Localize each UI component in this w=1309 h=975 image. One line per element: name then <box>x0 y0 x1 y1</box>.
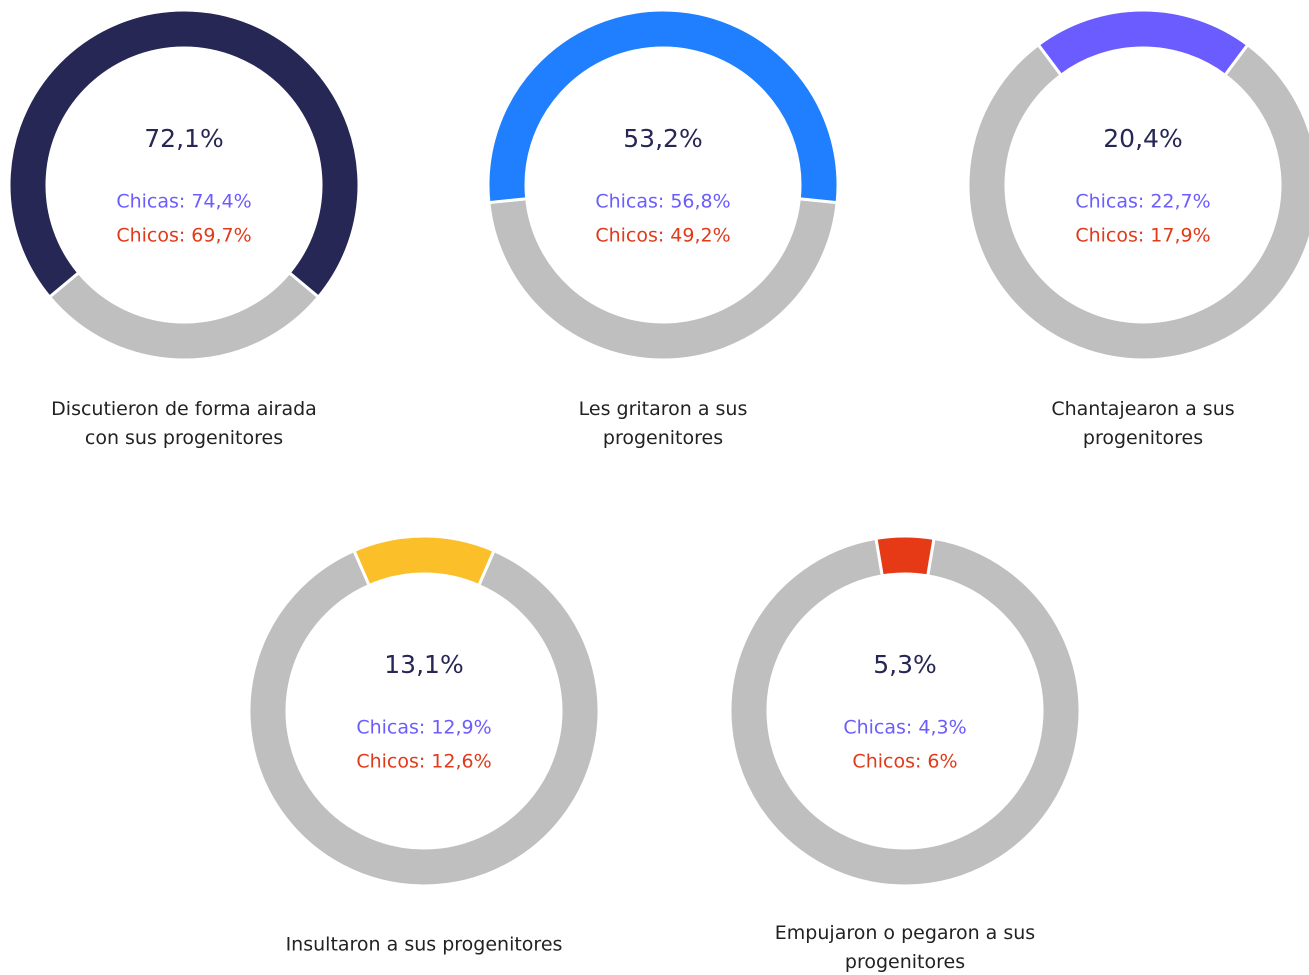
donut-segment <box>486 8 840 205</box>
breakdown-label: Chicas: 56,8% <box>595 191 730 213</box>
breakdown-label: Chicos: 12,6% <box>356 751 491 773</box>
donut-segment <box>352 534 496 588</box>
center-value: 72,1% <box>144 124 223 153</box>
breakdown-label: Chicos: 6% <box>852 751 957 773</box>
chart-title: progenitores <box>845 951 965 973</box>
donut-segment <box>874 534 936 578</box>
chart-title: progenitores <box>603 427 723 449</box>
chart-title: progenitores <box>1083 427 1203 449</box>
chart-title: Chantajearon a sus <box>1051 398 1234 420</box>
donut-remainder <box>966 42 1309 362</box>
center-value: 20,4% <box>1103 124 1182 153</box>
donut-segment <box>1036 8 1250 78</box>
center-value: 13,1% <box>384 650 463 679</box>
donut-remainder <box>247 548 601 888</box>
chart-title: con sus progenitores <box>85 427 283 449</box>
donut-remainder <box>728 536 1082 888</box>
breakdown-label: Chicos: 69,7% <box>116 225 251 247</box>
breakdown-label: Chicos: 49,2% <box>595 225 730 247</box>
chart-title: Les gritaron a sus <box>579 398 748 420</box>
breakdown-label: Chicas: 12,9% <box>356 717 491 739</box>
center-value: 53,2% <box>623 124 702 153</box>
donut-segment <box>7 8 361 300</box>
chart-title: Discutieron de forma airada <box>51 398 317 420</box>
breakdown-label: Chicas: 4,3% <box>843 717 966 739</box>
chart-title: Insultaron a sus progenitores <box>286 934 563 956</box>
breakdown-label: Chicas: 74,4% <box>116 191 251 213</box>
center-value: 5,3% <box>873 650 937 679</box>
chart-title: Empujaron o pegaron a sus <box>775 922 1035 944</box>
donut-remainder <box>487 197 839 362</box>
breakdown-label: Chicas: 22,7% <box>1075 191 1210 213</box>
donut-remainder <box>47 270 321 362</box>
breakdown-label: Chicos: 17,9% <box>1075 225 1210 247</box>
